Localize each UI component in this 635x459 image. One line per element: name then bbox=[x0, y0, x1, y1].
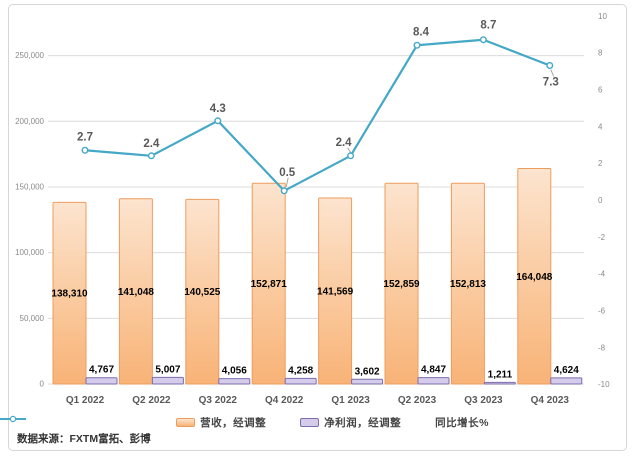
axis-labels: 0 50,000 100,000 150,000 200,000 250,000 10 8 6 4… bbox=[15, 12, 610, 406]
source-note: 数据来源：FXTM富拓、彭博 bbox=[17, 433, 151, 445]
revenue-bar-label: 152,813 bbox=[450, 279, 487, 290]
profit-bar bbox=[218, 378, 251, 385]
right-axis-tick: 4 bbox=[598, 122, 603, 131]
yoy-marker bbox=[147, 152, 155, 160]
revenue-bar-label: 141,569 bbox=[317, 287, 354, 298]
legend-item-revenue: 营收，经调整 bbox=[176, 415, 266, 430]
yoy-point-label: 2.4 bbox=[143, 138, 160, 150]
profit-bar bbox=[550, 377, 583, 385]
profit-bar bbox=[417, 377, 450, 385]
yoy-marker bbox=[214, 117, 222, 125]
left-axis-tick: 250,000 bbox=[15, 51, 44, 60]
profit-bar-label: 4,624 bbox=[554, 365, 579, 376]
profit-bar bbox=[351, 378, 384, 385]
yoy-point-label: 8.7 bbox=[480, 20, 496, 32]
x-axis-label: Q3 2023 bbox=[464, 395, 503, 406]
x-axis-label: Q2 2023 bbox=[398, 395, 437, 406]
right-axis-tick: -8 bbox=[598, 343, 606, 352]
profit-bar-label: 1,211 bbox=[488, 369, 513, 380]
left-axis-tick: 150,000 bbox=[15, 182, 44, 191]
yoy-point-label: 0.5 bbox=[279, 167, 296, 179]
data-labels: 138,310 141,048 140,525 152,871 141,569 152,8… bbox=[51, 20, 579, 381]
yoy-point-label: 4.3 bbox=[210, 103, 226, 115]
right-axis-tick: -6 bbox=[598, 307, 606, 316]
revenue-bar bbox=[251, 182, 286, 385]
yoy-marker bbox=[280, 187, 288, 195]
x-axis-label: Q2 2022 bbox=[132, 395, 171, 406]
right-axis-tick: -4 bbox=[598, 270, 606, 279]
x-axis-label: Q1 2023 bbox=[331, 395, 370, 406]
profit-bar bbox=[483, 381, 516, 385]
yoy-point-label: 2.4 bbox=[336, 137, 353, 149]
bars bbox=[52, 168, 583, 385]
revenue-bar bbox=[52, 201, 87, 385]
left-axis-tick: 200,000 bbox=[15, 117, 44, 126]
revenue-bar bbox=[185, 198, 220, 385]
right-axis-tick: 6 bbox=[598, 85, 603, 94]
profit-bar-label: 4,056 bbox=[222, 366, 247, 377]
yoy-marker bbox=[546, 62, 554, 70]
revenue-bar-label: 164,048 bbox=[516, 272, 553, 283]
yoy-point-label: 8.4 bbox=[413, 26, 430, 38]
revenue-bar bbox=[450, 182, 485, 385]
x-axis-label: Q1 2022 bbox=[66, 395, 105, 406]
revenue-bar-label: 141,048 bbox=[118, 287, 155, 298]
yoy-marker bbox=[347, 152, 355, 160]
profit-bar bbox=[151, 376, 184, 385]
yoy-marker bbox=[479, 36, 487, 44]
yoy-point-label: 2.7 bbox=[77, 131, 93, 143]
yoy-line-swatch-icon bbox=[0, 415, 26, 423]
legend-item-profit: 净利润，经调整 bbox=[300, 415, 401, 430]
profit-bar-label: 3,602 bbox=[355, 366, 380, 377]
left-axis-tick: 0 bbox=[40, 380, 45, 389]
profit-bar-label: 4,847 bbox=[421, 365, 446, 376]
revenue-bar-label: 138,310 bbox=[51, 289, 88, 300]
right-axis-tick: 0 bbox=[598, 196, 603, 205]
revenue-bar bbox=[318, 197, 353, 385]
x-axis-label: Q4 2023 bbox=[531, 395, 570, 406]
legend-label-profit: 净利润，经调整 bbox=[324, 417, 402, 429]
yoy-line-series bbox=[81, 36, 555, 195]
yoy-line bbox=[84, 38, 551, 192]
right-axis-tick: 10 bbox=[598, 12, 607, 21]
profit-bar bbox=[284, 377, 317, 385]
label-leader-line bbox=[285, 177, 289, 187]
x-axis-label: Q4 2022 bbox=[265, 395, 304, 406]
revenue-bar bbox=[517, 168, 552, 385]
revenue-bar-label: 152,859 bbox=[383, 279, 420, 290]
revenue-swatch-icon bbox=[176, 418, 196, 427]
revenue-bar bbox=[118, 198, 153, 385]
yoy-point-label: 7.3 bbox=[543, 77, 559, 89]
profit-bar-label: 4,767 bbox=[89, 365, 114, 376]
revenue-bar bbox=[384, 182, 419, 385]
yoy-marker bbox=[413, 41, 421, 49]
right-axis-tick: -2 bbox=[598, 233, 606, 242]
profit-swatch-icon bbox=[300, 418, 320, 427]
left-axis-tick: 50,000 bbox=[20, 314, 45, 323]
legend-item-yoy: 同比增长% bbox=[0, 415, 489, 430]
legend-label-yoy: 同比增长% bbox=[435, 417, 489, 429]
revenue-bar-label: 140,525 bbox=[184, 287, 221, 298]
revenue-bar-label: 152,871 bbox=[251, 279, 288, 290]
right-axis-tick: 8 bbox=[598, 49, 603, 58]
yoy-marker bbox=[81, 146, 89, 154]
profit-bar-label: 4,258 bbox=[288, 365, 313, 376]
x-axis-label: Q3 2022 bbox=[199, 395, 238, 406]
label-leader-line bbox=[550, 69, 555, 77]
right-axis-tick: -10 bbox=[598, 380, 610, 389]
right-axis-tick: 2 bbox=[598, 159, 603, 168]
chart-legend: 营收，经调整 净利润，经调整 同比增长% bbox=[0, 415, 635, 430]
profit-bar bbox=[85, 377, 118, 385]
legend-label-revenue: 营收，经调整 bbox=[200, 417, 267, 429]
profit-bar-label: 5,007 bbox=[155, 364, 180, 375]
left-axis-tick: 100,000 bbox=[15, 248, 44, 257]
